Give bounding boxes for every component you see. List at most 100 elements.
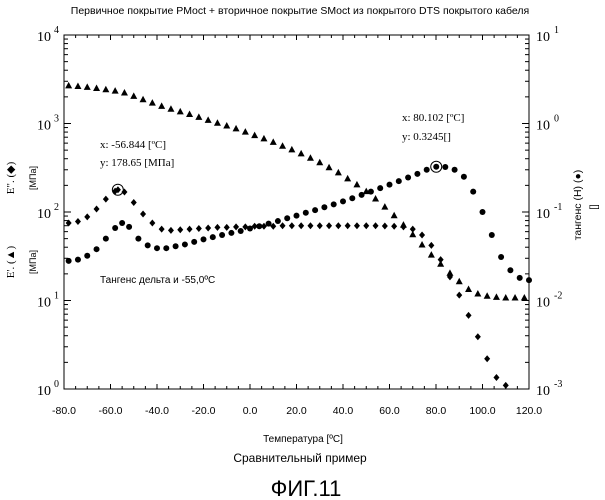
axis-ticks bbox=[63, 34, 530, 390]
e-double-prime-point bbox=[474, 333, 481, 341]
e-prime-point bbox=[353, 180, 361, 188]
tan-delta-point bbox=[386, 181, 393, 188]
callout-ring bbox=[111, 183, 124, 196]
e-double-prime-point bbox=[260, 222, 267, 230]
e-prime-point bbox=[325, 163, 333, 171]
e-double-prime-point bbox=[372, 222, 379, 230]
e-double-prime-point bbox=[502, 381, 509, 389]
e-prime-point bbox=[111, 87, 119, 94]
tan-delta-point bbox=[237, 227, 244, 234]
tan-delta-point bbox=[102, 235, 109, 242]
x-tick-label: 120.0 bbox=[516, 405, 542, 417]
e-double-prime-point bbox=[428, 241, 435, 249]
y-left-tick-label: 10 bbox=[37, 296, 51, 311]
tan-delta-point bbox=[460, 173, 467, 180]
e-prime-point bbox=[65, 81, 73, 89]
e-double-prime-point bbox=[223, 223, 230, 231]
e-double-prime-point bbox=[298, 222, 305, 230]
e-prime-point bbox=[334, 168, 342, 176]
e-double-prime-point bbox=[456, 291, 463, 299]
e-double-prime-point bbox=[195, 225, 202, 233]
tan-delta-point bbox=[181, 241, 188, 248]
e-double-prime-point bbox=[102, 195, 109, 203]
tan-delta-point bbox=[219, 231, 226, 238]
x-axis-label: Температура [ºC] bbox=[263, 434, 343, 445]
tan-delta-point bbox=[284, 215, 291, 222]
y-right-tick-label: 10 bbox=[536, 119, 550, 134]
callout-2-x: x: 80.102 [ºC] bbox=[402, 112, 464, 124]
e-prime-point bbox=[316, 158, 324, 166]
y-right-label: тангенс (H) (●) bbox=[572, 170, 584, 241]
e-double-prime-point bbox=[279, 222, 286, 230]
e-double-prime-point bbox=[316, 222, 323, 230]
e-prime-point bbox=[520, 294, 528, 301]
tan-delta-point bbox=[247, 225, 253, 232]
y-left-tick-label: 10 bbox=[37, 30, 51, 45]
y-left-tick-label: 10 bbox=[37, 384, 51, 399]
y-left-unit-bottom: [MПа] bbox=[28, 250, 38, 274]
annotation-text: Тангенс дельта и -55,0ºC bbox=[100, 275, 215, 286]
e-prime-point bbox=[409, 230, 417, 238]
e-double-prime-point bbox=[391, 222, 398, 230]
e-prime-point bbox=[260, 134, 268, 142]
e-double-prime-point bbox=[344, 222, 351, 230]
tan-delta-point bbox=[274, 218, 281, 225]
e-prime-point bbox=[381, 203, 389, 210]
e-prime-point bbox=[102, 85, 110, 93]
tan-delta-point bbox=[256, 223, 263, 230]
y-right-tick-label: 10 bbox=[536, 207, 550, 222]
tan-delta-point bbox=[470, 188, 477, 195]
y-left-tick-exponent: 4 bbox=[54, 25, 59, 36]
e-prime-point bbox=[502, 294, 510, 301]
tan-delta-point bbox=[340, 198, 346, 205]
tan-delta-point bbox=[265, 220, 272, 227]
e-prime-point bbox=[492, 293, 500, 300]
tan-delta-point bbox=[349, 195, 356, 202]
tan-delta-point bbox=[74, 256, 81, 263]
tan-delta-point bbox=[498, 254, 505, 261]
y-left-label-e2: E". (◆) bbox=[5, 161, 17, 194]
e-double-prime-point bbox=[114, 186, 121, 194]
tan-delta-point bbox=[395, 178, 402, 185]
tan-delta-point bbox=[358, 191, 365, 198]
e-prime-point bbox=[195, 113, 203, 120]
e-prime-point bbox=[139, 95, 147, 103]
e-double-prime-point bbox=[130, 199, 137, 207]
tan-delta-point bbox=[228, 229, 235, 236]
e-double-prime-point bbox=[140, 210, 147, 218]
tan-delta-point bbox=[93, 246, 100, 253]
e-double-prime-point bbox=[493, 373, 500, 381]
y-left-tick-label: 10 bbox=[37, 119, 51, 134]
tan-delta-point bbox=[65, 257, 72, 264]
y-left-tick-label: 10 bbox=[37, 207, 51, 222]
callout-2-y: y: 0.3245[] bbox=[402, 131, 451, 143]
y-right-tick-labels: 10 1 10 0 10 -1 10 -2 10 -3 bbox=[536, 25, 562, 399]
e-prime-point bbox=[446, 269, 454, 276]
e-double-prime-point bbox=[74, 218, 81, 226]
tan-delta-point bbox=[442, 164, 449, 171]
tan-delta-point bbox=[302, 209, 309, 216]
e-prime-point bbox=[297, 149, 305, 157]
x-tick-label: -20.0 bbox=[192, 405, 216, 417]
callout-ring bbox=[430, 160, 443, 173]
tan-delta-point bbox=[200, 236, 207, 243]
e-double-prime-point bbox=[270, 222, 277, 230]
tan-delta-point bbox=[135, 235, 142, 242]
e-prime-point bbox=[120, 89, 128, 96]
e-prime-point bbox=[269, 138, 277, 145]
x-tick-label: -60.0 bbox=[99, 405, 123, 417]
x-tick-label: 0.0 bbox=[243, 405, 258, 417]
e-double-prime-point bbox=[288, 222, 295, 230]
y-left-tick-exponent: 2 bbox=[54, 202, 59, 213]
e-double-prime-point bbox=[419, 231, 426, 239]
e-double-prime-point bbox=[186, 225, 193, 233]
e-prime-point bbox=[74, 82, 82, 90]
y-right-tick-label: 10 bbox=[536, 30, 550, 45]
x-tick-label: 80.0 bbox=[426, 405, 447, 417]
x-tick-label: 60.0 bbox=[379, 405, 400, 417]
e-prime-point bbox=[362, 187, 370, 195]
y-right-tick-exponent: -1 bbox=[554, 202, 562, 213]
x-tick-label: -40.0 bbox=[145, 405, 169, 417]
x-tick-label: 100.0 bbox=[469, 405, 495, 417]
